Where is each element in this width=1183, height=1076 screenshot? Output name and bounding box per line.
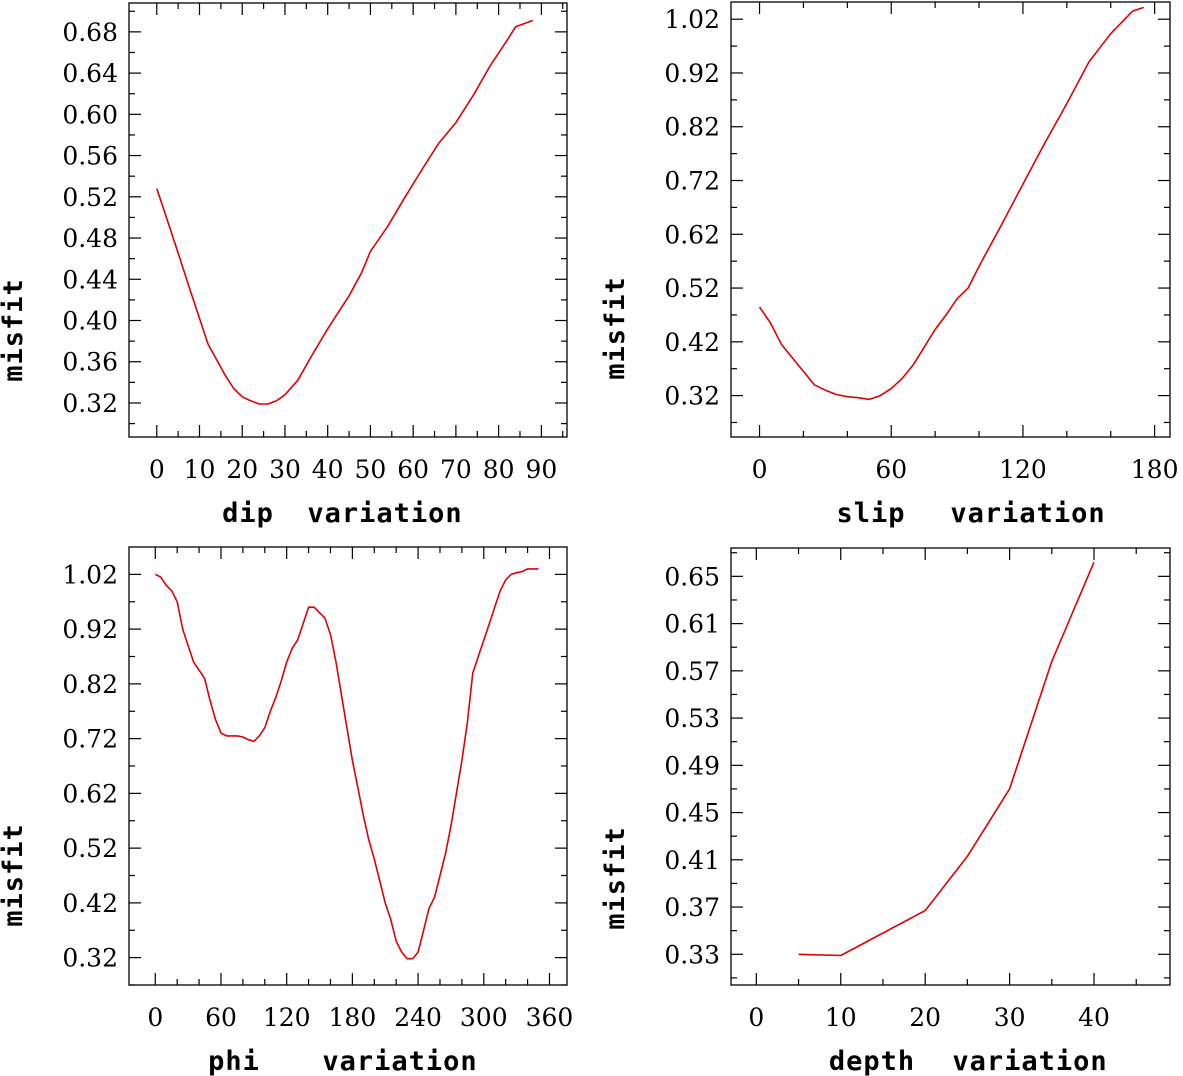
y-tick-label: 0.53 [664, 704, 720, 733]
x-tick-label: 70 [440, 455, 472, 484]
x-tick-label: 90 [525, 455, 557, 484]
x-tick-label: 80 [483, 455, 515, 484]
x-axis-title: variation [950, 498, 1105, 529]
plot-frame [730, 1, 1171, 438]
y-tick-label: 0.61 [664, 610, 720, 639]
panel-phi: 0 60 120 180 240 300 360 0.32 0.42 0.52 0.62 0.72 0.… [0, 546, 574, 1076]
misfit-curve [758, 6, 1144, 401]
x-axis-title: variation [952, 1046, 1107, 1076]
y-tick-label: 0.57 [664, 657, 720, 686]
x-tick-label: 0 [752, 455, 768, 484]
panel-dip: 0 10 20 30 40 50 60 70 80 90 0.32 0.36 0.40 0.44 0.48 0… [0, 2, 568, 529]
misfit-curve [156, 19, 534, 405]
y-tick-label: 0.72 [62, 725, 118, 754]
x-tick-label: 20 [226, 455, 258, 484]
y-tick-label: 0.92 [62, 615, 118, 644]
x-axis-title: variation [307, 498, 462, 529]
y-axis-title: misfit [0, 823, 29, 927]
x-tick-label: 60 [397, 455, 429, 484]
x-axis-title: phi [208, 1046, 260, 1076]
y-tick-label: 1.02 [664, 5, 720, 34]
x-axis-title: dip [222, 498, 274, 529]
y-tick-label: 0.60 [62, 100, 118, 129]
y-tick-label: 0.32 [62, 944, 118, 973]
y-tick-label: 0.62 [62, 779, 118, 808]
y-tick-label: 0.45 [664, 799, 720, 828]
x-axis-title: depth [829, 1046, 915, 1076]
x-tick-label: 20 [909, 1003, 941, 1032]
y-tick-label: 0.42 [62, 889, 118, 918]
y-tick-label: 0.82 [62, 670, 118, 699]
y-tick-label: 0.36 [62, 348, 118, 377]
misfit-curve [798, 561, 1095, 957]
y-tick-label: 0.56 [62, 142, 118, 171]
x-tick-label: 180 [1131, 455, 1179, 484]
x-tick-label: 60 [205, 1003, 237, 1032]
x-tick-label: 10 [825, 1003, 857, 1032]
y-tick-label: 0.52 [62, 183, 118, 212]
y-tick-label: 0.49 [664, 751, 720, 780]
y-tick-label: 0.52 [62, 834, 118, 863]
x-tick-label: 120 [999, 455, 1047, 484]
x-tick-label: 40 [312, 455, 344, 484]
y-axis-title: misfit [0, 278, 29, 382]
x-tick-label: 240 [394, 1003, 442, 1032]
y-tick-label: 0.65 [664, 562, 720, 591]
x-tick-label: 50 [355, 455, 387, 484]
x-tick-label: 0 [149, 455, 165, 484]
x-tick-label: 180 [329, 1003, 377, 1032]
y-tick-label: 0.92 [664, 59, 720, 88]
y-tick-label: 0.41 [664, 846, 720, 875]
misfit-curve [154, 568, 539, 960]
y-tick-label: 0.40 [62, 307, 118, 336]
x-tick-label: 40 [1078, 1003, 1110, 1032]
x-tick-label: 30 [269, 455, 301, 484]
y-axis-title: misfit [600, 276, 631, 380]
x-axis-title: variation [322, 1046, 477, 1076]
panel-depth: 0 10 20 30 40 0.33 0.37 0.41 0.45 0.49 0.53 0.57 0.6… [600, 547, 1171, 1076]
panel-slip: 0 60 120 180 0.32 0.42 0.52 0.62 0.72 0.82 0.92 1.0… [600, 1, 1179, 529]
x-axis-title: slip [836, 498, 905, 529]
y-tick-label: 1.02 [62, 560, 118, 589]
y-axis-title: misfit [600, 826, 631, 930]
y-tick-label: 0.44 [62, 265, 118, 294]
y-tick-label: 0.32 [664, 382, 720, 411]
y-tick-label: 0.72 [664, 167, 720, 196]
y-tick-label: 0.48 [62, 224, 118, 253]
y-tick-label: 0.33 [664, 940, 720, 969]
x-tick-label: 0 [147, 1003, 163, 1032]
plot-frame [128, 2, 568, 438]
x-tick-label: 360 [526, 1003, 574, 1032]
plot-frame [730, 547, 1171, 986]
y-tick-label: 0.37 [664, 893, 720, 922]
plot-frame [128, 546, 568, 986]
y-tick-label: 0.64 [62, 59, 118, 88]
x-tick-label: 300 [460, 1003, 508, 1032]
y-tick-label: 0.62 [664, 220, 720, 249]
y-tick-label: 0.32 [62, 389, 118, 418]
x-tick-label: 0 [748, 1003, 764, 1032]
x-tick-label: 30 [994, 1003, 1026, 1032]
x-tick-label: 10 [184, 455, 216, 484]
y-tick-label: 0.68 [62, 18, 118, 47]
x-tick-label: 60 [875, 455, 907, 484]
y-tick-label: 0.42 [664, 328, 720, 357]
y-tick-label: 0.82 [664, 113, 720, 142]
y-tick-label: 0.52 [664, 274, 720, 303]
x-tick-label: 120 [263, 1003, 311, 1032]
